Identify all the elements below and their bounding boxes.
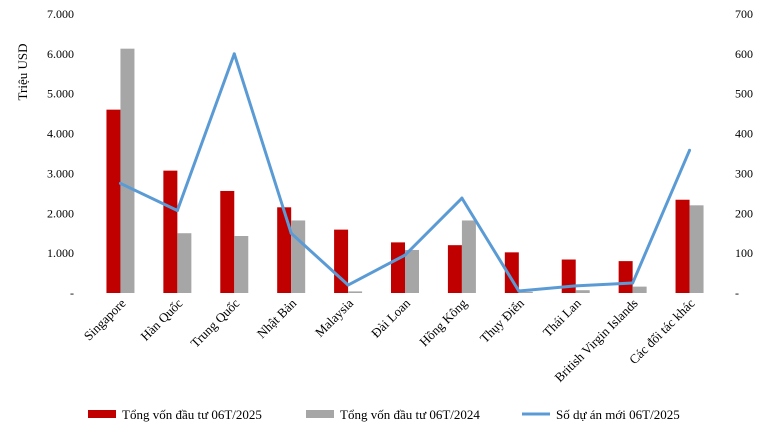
line-point-9 xyxy=(631,281,635,285)
y-tick-label: 7.000 xyxy=(47,7,74,21)
y-tick-label: - xyxy=(70,286,74,300)
bar-2024-10 xyxy=(689,205,704,293)
x-axis: Singapore Hàn Quốc Trung Quốc Nhật Bản Malay… xyxy=(81,295,698,385)
y2-tick-label: - xyxy=(735,286,739,300)
y2-tick-label: 200 xyxy=(735,206,753,220)
y-axis-right: - 100 200 300 400 500 600 700 xyxy=(735,7,753,300)
bar-2025-3 xyxy=(277,207,292,293)
bar-2024-0 xyxy=(120,48,135,293)
legend: Tổng vốn đầu tư 06T/2025 Tổng vốn đầu tư … xyxy=(88,407,680,422)
y2-tick-label: 400 xyxy=(735,127,753,141)
x-tick-label: Nhật Bản xyxy=(254,295,300,341)
bar-2024-4 xyxy=(348,291,363,293)
line-point-1 xyxy=(175,208,179,212)
y-tick-label: 4.000 xyxy=(47,127,74,141)
line-point-6 xyxy=(460,196,464,200)
bar-2024-5 xyxy=(405,249,419,293)
y2-tick-label: 100 xyxy=(735,246,753,260)
bar-2024-9 xyxy=(632,286,647,293)
bar-2024-2 xyxy=(234,236,249,293)
line-point-7 xyxy=(517,289,521,293)
bar-2024-6 xyxy=(461,220,476,293)
legend-label-0: Tổng vốn đầu tư 06T/2025 xyxy=(122,407,262,422)
bar-2025-9 xyxy=(618,261,633,293)
x-tick-label: Thái Lan xyxy=(540,295,584,339)
x-tick-label: Hồng Kông xyxy=(416,295,470,349)
bar-2025-6 xyxy=(447,245,462,293)
line-point-8 xyxy=(574,284,578,288)
x-tick-label: Hàn Quốc xyxy=(137,295,185,343)
y-tick-label: 2.000 xyxy=(47,206,74,220)
bar-2025-2 xyxy=(220,190,235,293)
y-tick-label: 1.000 xyxy=(47,246,74,260)
y2-tick-label: 300 xyxy=(735,166,753,180)
line-group xyxy=(118,52,692,293)
y-axis-left: - 1.000 2.000 3.000 4.000 5.000 6.000 7.000 xyxy=(47,7,74,300)
bar-2024-1 xyxy=(177,233,192,293)
line-point-2 xyxy=(232,52,236,56)
line-point-4 xyxy=(346,283,350,287)
line-point-3 xyxy=(289,231,293,235)
bar-2025-8 xyxy=(561,259,576,293)
line-point-5 xyxy=(403,253,407,257)
y-tick-label: 5.000 xyxy=(47,87,74,101)
legend-label-1: Tổng vốn đầu tư 06T/2024 xyxy=(340,407,480,422)
x-tick-label: Singapore xyxy=(81,295,129,343)
x-tick-label: Thụy Điển xyxy=(477,295,528,346)
bar-2024-3 xyxy=(291,220,306,293)
x-tick-label: Malaysia xyxy=(312,295,356,339)
legend-swatch-0 xyxy=(88,410,116,418)
bar-2025-1 xyxy=(163,170,178,293)
line-point-0 xyxy=(118,181,122,185)
y2-tick-label: 500 xyxy=(735,87,753,101)
legend-swatch-1 xyxy=(306,410,334,418)
bar-2025-0 xyxy=(106,109,121,294)
line-point-10 xyxy=(688,148,692,152)
bar-2025-5 xyxy=(391,242,405,293)
y2-tick-label: 700 xyxy=(735,7,753,21)
y-axis-title: Triệu USD xyxy=(15,44,30,101)
legend-label-2: Số dự án mới 06T/2025 xyxy=(556,407,680,422)
x-tick-label: Đài Loan xyxy=(368,295,413,340)
y-tick-label: 6.000 xyxy=(47,47,74,61)
x-tick-label: Trung Quốc xyxy=(187,295,242,350)
y2-tick-label: 600 xyxy=(735,47,753,61)
bars-group xyxy=(106,48,704,294)
bar-2024-8 xyxy=(575,290,590,293)
bar-2024-7 xyxy=(518,291,533,293)
bar-2025-10 xyxy=(675,199,690,293)
y-tick-label: 3.000 xyxy=(47,166,74,180)
